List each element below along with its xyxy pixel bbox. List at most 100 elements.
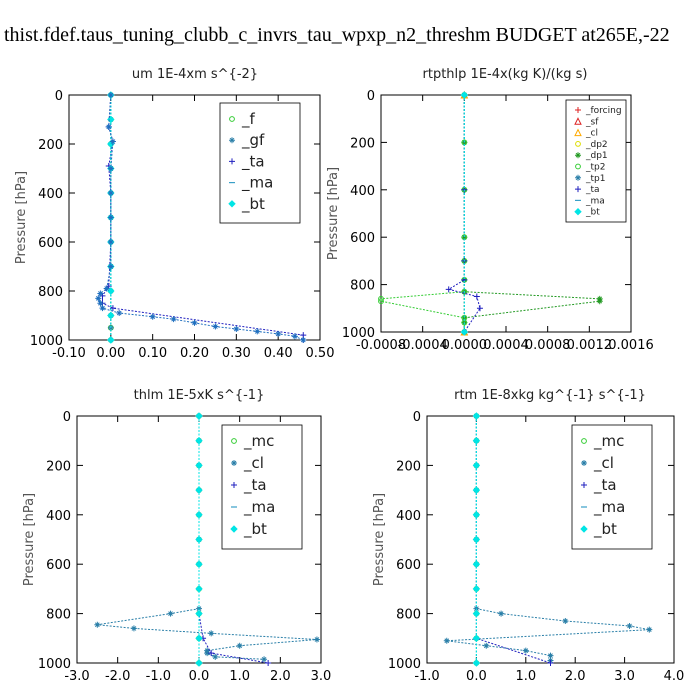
legend-label: _forcing: [585, 106, 622, 116]
series-gf-profile-point: [191, 319, 198, 326]
legend-label: _dp1: [585, 151, 608, 161]
y-tick-label: 0: [55, 89, 63, 104]
series-gf-profile-point: [300, 337, 307, 343]
series-cl-point: [498, 610, 505, 617]
panel-title: thlm 1E-5xK s^{-1}: [134, 388, 265, 403]
y-tick-label: 1000: [388, 657, 421, 672]
x-tick-label: 4.0: [664, 669, 685, 684]
series-gf-profile-point: [291, 333, 298, 340]
legend-marker: [581, 438, 587, 444]
series-ta-point: [476, 305, 483, 312]
legend-label: _bt: [241, 195, 265, 214]
x-tick-label: 3.0: [614, 669, 635, 684]
y-tick-label: 600: [46, 558, 71, 573]
y-tick-label: 800: [46, 608, 71, 623]
series-gf-profile-point: [107, 263, 114, 270]
y-tick-label: 0: [367, 89, 375, 104]
series-gf-profile-point: [107, 92, 114, 98]
panel-title: rtm 1E-8xkg kg^{-1} s^{-1}: [454, 388, 646, 403]
series-bt-point: [472, 486, 481, 494]
series-gf-profile-line: [97, 94, 304, 341]
series-gf-profile-point: [212, 323, 219, 330]
y-axis-label: Pressure [hPa]: [326, 167, 341, 260]
legend-marker: [581, 460, 587, 466]
y-tick-label: 800: [396, 608, 421, 623]
series-cl-point: [547, 652, 554, 659]
series-gf-profile-point: [149, 313, 156, 320]
series-ta-point: [445, 286, 452, 293]
legend-marker: [574, 117, 582, 125]
x-tick-label: -2.0: [105, 669, 130, 684]
x-tick-label: -0.10: [52, 346, 86, 361]
x-tick-label: 0.30: [222, 346, 251, 361]
series-bt-point: [472, 634, 481, 643]
legend-marker: [229, 158, 235, 165]
legend-label: _ma: [593, 498, 625, 517]
series-cl-point: [236, 642, 243, 649]
legend-marker: [574, 128, 582, 137]
legend-label: _ta: [585, 185, 600, 195]
series-bt-point: [195, 634, 203, 643]
legend-marker: [575, 163, 581, 170]
series-bt-point: [107, 287, 115, 295]
legend-marker: [575, 186, 581, 193]
series-tp2-point: [378, 298, 384, 305]
y-tick-label: 200: [38, 138, 63, 153]
y-tick-label: 600: [396, 558, 421, 573]
series-bt-point: [472, 585, 481, 593]
legend-marker: [229, 116, 235, 122]
legend-marker: [574, 207, 582, 216]
chart-panel: rtm 1E-8xkg kg^{-1} s^{-1} -1.0 0.0 1.0 2.0 3…: [372, 388, 684, 684]
series-gf-profile-point: [254, 328, 261, 335]
y-tick-label: 200: [350, 136, 375, 151]
series-dp1-point: [596, 298, 603, 305]
y-tick-label: 1000: [342, 326, 375, 341]
series-bt-point: [195, 585, 203, 593]
series-cl-point: [443, 637, 450, 644]
legend-label: _gf: [241, 131, 265, 150]
series-ta-point: [109, 305, 116, 312]
legend-marker: [229, 137, 235, 144]
x-tick-label: 1.0: [515, 669, 536, 684]
figure-title: thist.fdef.taus_tuning_clubb_c_invrs_tau…: [4, 24, 670, 46]
panels-group: um 1E-4xm s^{-2}-0.10 0.00 0.10 0.20 0.30 0.4…: [14, 67, 684, 684]
x-tick-label: 0.0: [189, 669, 210, 684]
y-tick-label: 400: [38, 187, 63, 202]
series-ta-point: [208, 650, 215, 657]
x-tick-label: 0.0008: [525, 338, 571, 353]
series-cl-point: [208, 630, 215, 637]
legend-marker: [231, 438, 237, 444]
series-gf-profile-point: [97, 300, 104, 307]
x-tick-label: -0.0008: [356, 338, 406, 353]
series-tp2-point: [378, 295, 384, 302]
series-bt-point: [472, 461, 481, 470]
series-cl-point: [261, 656, 268, 663]
series-bt-point: [472, 535, 481, 544]
series-gf-profile-point: [109, 138, 116, 145]
legend-label: _tp1: [585, 174, 605, 184]
y-tick-label: 800: [38, 285, 63, 300]
series-gf-profile-point: [95, 295, 102, 302]
series-bt-point: [195, 560, 203, 568]
legend-label: _cl: [593, 454, 614, 473]
series-gf-profile-point: [170, 316, 177, 323]
x-tick-label: 0.0012: [567, 338, 613, 353]
legend-marker: [231, 482, 237, 488]
x-tick-label: -1.0: [414, 669, 439, 684]
x-tick-label: 0.10: [138, 346, 167, 361]
legend-label: _ta: [241, 152, 265, 171]
x-tick-label: -1.0: [146, 669, 171, 684]
series-cl-point: [204, 650, 211, 657]
series-bt-point: [195, 461, 203, 470]
legend-marker: [575, 152, 581, 159]
legend-marker: [228, 200, 236, 208]
legend-label: _ta: [243, 476, 267, 495]
legend-marker: [575, 107, 581, 113]
series-gf-profile-point: [107, 165, 114, 172]
series-bt-point: [472, 560, 481, 568]
series-bt-point: [195, 535, 203, 544]
series-cl-point: [483, 642, 490, 649]
series-cl-point: [646, 626, 653, 633]
series-cl-point: [626, 622, 633, 629]
